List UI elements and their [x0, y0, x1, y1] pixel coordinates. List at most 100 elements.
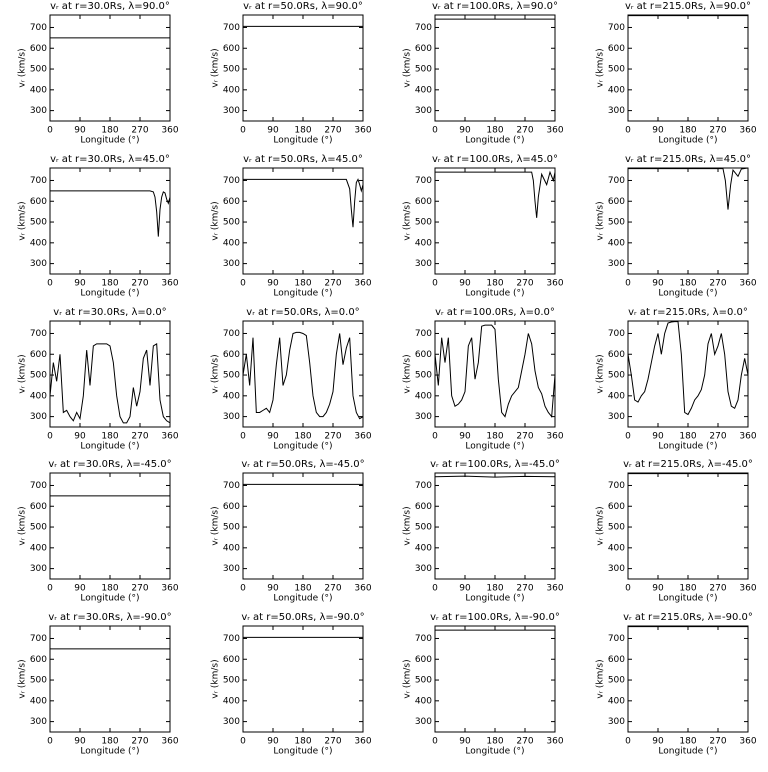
x-tick-label: 270 [131, 126, 148, 136]
y-tick-label: 700 [415, 481, 432, 491]
data-line [628, 321, 748, 416]
data-line [243, 178, 363, 228]
y-tick-label: 500 [30, 676, 47, 686]
y-tick-label: 500 [608, 65, 625, 75]
x-axis-label: Longitude (°) [80, 747, 139, 757]
y-tick-label: 300 [223, 106, 240, 116]
y-axis-label: vᵣ (km/s) [596, 201, 606, 240]
y-tick-label: 400 [415, 391, 432, 401]
axes-frame [627, 625, 749, 733]
y-axis-label: vᵣ (km/s) [596, 354, 606, 393]
y-tick-label: 500 [415, 371, 432, 381]
x-tick-label: 0 [432, 737, 438, 747]
x-tick-label: 360 [739, 584, 756, 594]
panel-title: vᵣ at r=50.0Rs, λ=-90.0° [241, 612, 364, 623]
axes-frame [627, 167, 749, 275]
x-tick-label: 360 [739, 126, 756, 136]
y-tick-label: 600 [415, 44, 432, 54]
y-tick-label: 400 [608, 238, 625, 248]
x-tick-label: 180 [101, 432, 118, 442]
x-tick-label: 180 [486, 737, 503, 747]
panel-title: vᵣ at r=100.0Rs, λ=-90.0° [430, 612, 560, 623]
y-tick-label: 300 [223, 412, 240, 422]
x-axis-label: Longitude (°) [658, 289, 717, 299]
y-tick-label: 300 [223, 564, 240, 574]
axes-frame [434, 320, 556, 428]
y-tick-label: 600 [30, 502, 47, 512]
panel-title: vᵣ at r=100.0Rs, λ=45.0° [432, 154, 558, 165]
x-tick-label: 360 [161, 737, 178, 747]
x-tick-label: 270 [131, 279, 148, 289]
x-tick-label: 90 [459, 126, 471, 136]
panel: vᵣ at r=100.0Rs, λ=-45.0° 0 90 180 270 360 300… [403, 459, 564, 604]
x-axis-label: Longitude (°) [273, 289, 332, 299]
x-tick-label: 90 [74, 584, 86, 594]
y-tick-label: 600 [608, 502, 625, 512]
y-tick-label: 400 [30, 543, 47, 553]
x-tick-label: 270 [324, 737, 341, 747]
x-tick-label: 180 [486, 279, 503, 289]
plot-area [50, 342, 170, 424]
y-tick-label: 400 [415, 85, 432, 95]
data-line [50, 190, 170, 237]
plot-area [50, 190, 170, 237]
x-tick-label: 0 [240, 737, 246, 747]
x-tick-label: 360 [546, 737, 563, 747]
x-tick-label: 90 [267, 584, 279, 594]
y-tick-label: 300 [30, 717, 47, 727]
x-tick-label: 90 [267, 737, 279, 747]
x-axis-label: Longitude (°) [273, 136, 332, 146]
y-axis-label: vᵣ (km/s) [18, 201, 28, 240]
y-tick-label: 500 [223, 523, 240, 533]
x-tick-label: 90 [652, 432, 664, 442]
y-tick-label: 300 [223, 717, 240, 727]
y-axis-label: vᵣ (km/s) [596, 659, 606, 698]
y-tick-label: 700 [608, 176, 625, 186]
x-tick-label: 0 [432, 432, 438, 442]
y-tick-label: 600 [608, 655, 625, 665]
y-tick-label: 600 [223, 502, 240, 512]
x-axis-label: Longitude (°) [465, 594, 524, 604]
y-tick-label: 400 [30, 696, 47, 706]
x-axis-label: Longitude (°) [658, 442, 717, 452]
x-tick-label: 270 [709, 279, 726, 289]
y-tick-label: 700 [223, 481, 240, 491]
x-tick-label: 180 [101, 584, 118, 594]
y-tick-label: 400 [415, 543, 432, 553]
x-axis-label: Longitude (°) [465, 289, 524, 299]
x-tick-label: 360 [354, 279, 371, 289]
x-axis-label: Longitude (°) [658, 136, 717, 146]
y-tick-label: 400 [608, 543, 625, 553]
x-tick-label: 360 [354, 584, 371, 594]
x-tick-label: 180 [679, 432, 696, 442]
x-tick-label: 0 [47, 737, 53, 747]
y-tick-label: 500 [30, 371, 47, 381]
panel: vᵣ at r=30.0Rs, λ=90.0° 0 90 180 270 360 300 40… [18, 1, 179, 146]
y-tick-label: 400 [223, 696, 240, 706]
x-tick-label: 0 [47, 279, 53, 289]
y-tick-label: 600 [415, 350, 432, 360]
x-tick-label: 270 [709, 126, 726, 136]
y-tick-label: 700 [608, 23, 625, 33]
y-tick-label: 300 [608, 259, 625, 269]
axes-frame [242, 14, 364, 122]
y-axis-label: vᵣ (km/s) [211, 506, 221, 545]
x-tick-label: 0 [432, 584, 438, 594]
x-tick-label: 360 [546, 126, 563, 136]
x-axis-label: Longitude (°) [80, 442, 139, 452]
y-axis-label: vᵣ (km/s) [211, 201, 221, 240]
x-tick-label: 180 [679, 126, 696, 136]
panel: vᵣ at r=30.0Rs, λ=0.0° 0 90 180 270 360 300 400… [18, 307, 179, 452]
panel: vᵣ at r=215.0Rs, λ=-45.0° 0 90 180 270 360 300… [596, 459, 757, 604]
panel: vᵣ at r=215.0Rs, λ=-90.0° 0 90 180 270 360 300… [596, 612, 757, 757]
x-tick-label: 90 [652, 737, 664, 747]
y-tick-label: 600 [608, 44, 625, 54]
y-tick-label: 400 [30, 238, 47, 248]
x-axis-label: Longitude (°) [80, 594, 139, 604]
x-axis-label: Longitude (°) [273, 442, 332, 452]
x-tick-label: 180 [486, 126, 503, 136]
axes-frame [49, 625, 171, 733]
x-tick-label: 360 [161, 279, 178, 289]
panel-title: vᵣ at r=50.0Rs, λ=90.0° [243, 1, 363, 12]
